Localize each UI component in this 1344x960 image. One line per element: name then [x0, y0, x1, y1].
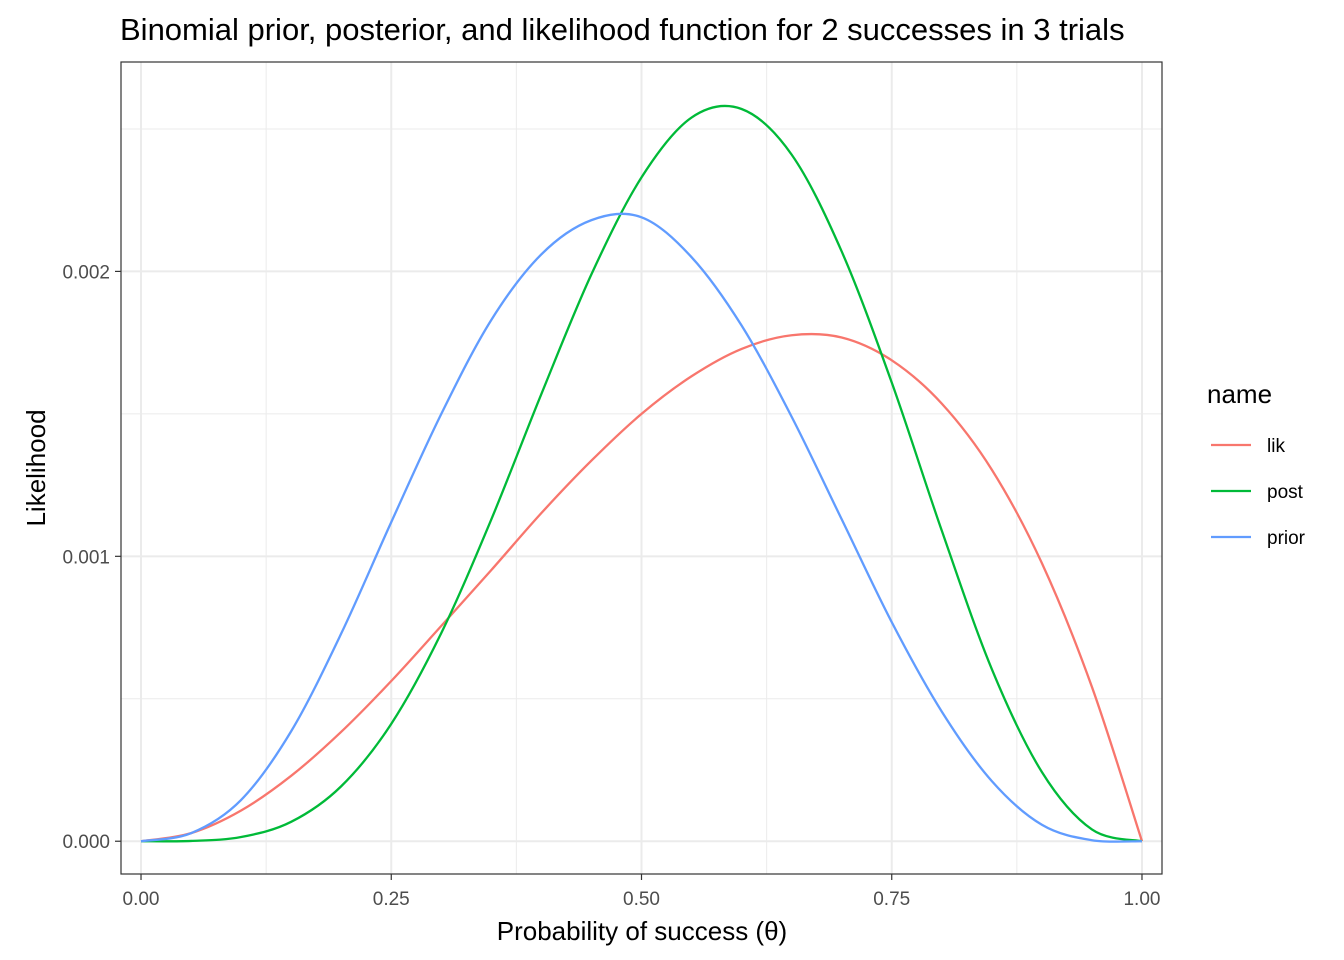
y-tick-label: 0.002 — [62, 262, 110, 283]
series-lines — [140, 104, 1144, 843]
series-line-prior — [140, 212, 1143, 843]
series-line-lik — [140, 332, 1144, 843]
legend-label-post: post — [1267, 482, 1304, 503]
x-tick-label: 1.00 — [1123, 889, 1160, 910]
legend-title: name — [1207, 379, 1272, 409]
x-axis-title: Probability of success (θ) — [497, 916, 787, 946]
legend: name lik post prior — [1207, 379, 1306, 549]
x-tick-label: 0.75 — [873, 889, 910, 910]
x-tick-label: 0.50 — [623, 889, 660, 910]
legend-label-lik: lik — [1267, 436, 1285, 457]
y-tick-label: 0.000 — [62, 832, 110, 853]
y-axis-title: Likelihood — [21, 409, 51, 526]
series-line-post — [141, 104, 1143, 843]
y-tick-label: 0.001 — [62, 547, 110, 568]
x-tick-label: 0.00 — [123, 889, 160, 910]
x-tick-label: 0.25 — [373, 889, 410, 910]
chart-title: Binomial prior, posterior, and likelihoo… — [120, 12, 1125, 47]
axis-ticks: 0.00 0.25 0.50 0.75 1.00 0.000 0.001 0.002 — [62, 262, 1160, 910]
legend-label-prior: prior — [1267, 528, 1306, 549]
